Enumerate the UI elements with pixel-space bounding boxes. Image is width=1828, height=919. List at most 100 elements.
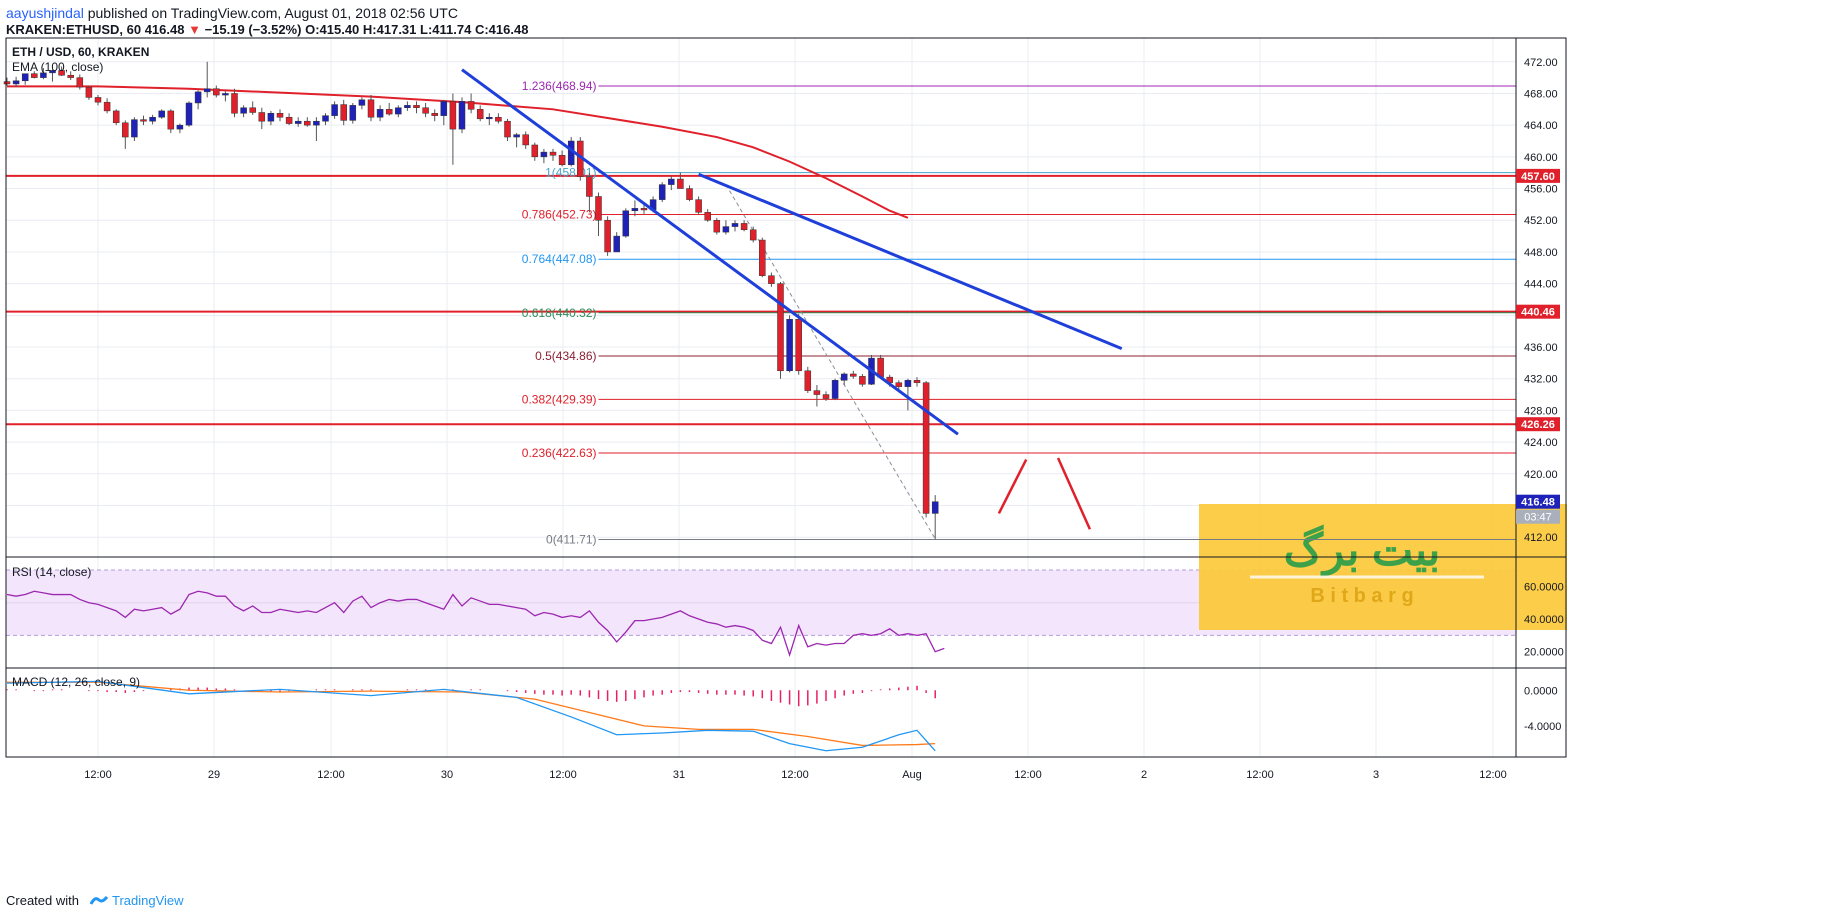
candle [40, 68, 47, 80]
candle [367, 95, 375, 122]
price-badge [1516, 417, 1560, 432]
candle-body [294, 120, 302, 124]
candle [695, 196, 702, 214]
candle [185, 101, 193, 127]
x-tick-label: 12:00 [781, 769, 809, 781]
price-badge [1516, 168, 1560, 183]
candle [422, 102, 429, 118]
candle-body [813, 390, 821, 395]
candle [740, 220, 748, 232]
candle [240, 105, 247, 118]
candle [558, 150, 566, 167]
x-tick-label: 12:00 [1014, 769, 1042, 781]
candle-body [931, 501, 939, 514]
x-tick-label: 12:00 [317, 769, 345, 781]
candle [222, 91, 229, 102]
fib-level-label: 0.786(452.73) [522, 207, 597, 221]
candle-body [94, 97, 102, 103]
candle-body [895, 382, 903, 387]
candle [531, 142, 539, 161]
candle [840, 372, 848, 386]
price-change: −15.19 (−3.52%) [204, 22, 302, 37]
candle-body [604, 219, 611, 253]
candle [749, 226, 757, 243]
candle-body [358, 99, 366, 106]
x-tick-label: 2 [1141, 769, 1147, 781]
candle-body [495, 116, 502, 122]
candle [759, 237, 766, 278]
macd-signal-line [7, 681, 936, 747]
x-tick-label: 12:00 [1479, 769, 1507, 781]
tradingview-logo-icon [89, 894, 109, 905]
candle [786, 315, 793, 373]
candle-body [904, 380, 912, 387]
candle-body [231, 93, 238, 114]
rsi-line [6, 590, 945, 658]
fib-level-label: 0.5(434.86) [535, 349, 596, 363]
candle [3, 77, 11, 86]
x-tick-label: 3 [1373, 769, 1379, 781]
candle [103, 98, 111, 114]
horizontal-levels [6, 174, 1516, 426]
candle [640, 204, 648, 214]
rsi-tick-label: 60.0000 [1524, 581, 1564, 593]
y-tick-label: 456.00 [1524, 184, 1558, 196]
candle-body [677, 178, 684, 189]
fib-level-label: 1(458.01) [545, 166, 596, 180]
candle [622, 208, 630, 238]
candle-body [331, 104, 338, 116]
author-link[interactable]: aayushjindal [6, 5, 84, 21]
candle [131, 117, 138, 142]
candle-body [112, 110, 120, 124]
candle-body [768, 275, 775, 284]
candle-body [467, 101, 475, 110]
y-tick-label: 420.00 [1524, 469, 1558, 481]
candle [668, 175, 675, 191]
trendline [698, 172, 1123, 350]
fib-level-label: 0.764(447.08) [522, 252, 597, 266]
y-tick-label: 424.00 [1524, 437, 1558, 449]
candle [76, 74, 84, 90]
candle [922, 381, 930, 518]
price-badge-label: 426.26 [1521, 419, 1555, 431]
candle-body [740, 223, 748, 231]
price-badge-label: 440.46 [1521, 307, 1555, 319]
candle-body [131, 119, 138, 138]
candle-body [850, 373, 857, 377]
candle [777, 282, 784, 379]
macd-line [6, 680, 936, 752]
candle-body [795, 319, 802, 372]
candle [285, 113, 293, 126]
candle [476, 105, 484, 122]
y-tick-label: 432.00 [1524, 374, 1558, 386]
candle-body [595, 196, 602, 221]
projection-arrow [997, 458, 1028, 514]
candles [3, 61, 939, 540]
projection-arrow [1056, 457, 1092, 530]
candle-body [640, 208, 648, 211]
candle-body [668, 178, 675, 185]
price-badge-label: 457.60 [1521, 171, 1555, 183]
candle [49, 69, 56, 82]
publish-line: aayushjindal published on TradingView.co… [6, 5, 458, 21]
x-tick-label: 29 [208, 769, 220, 781]
tradingview-brand[interactable]: TradingView [112, 893, 184, 908]
bitbarg-watermark: بیت برگ B i t b a r g [1199, 504, 1567, 630]
chart-title: ETH / USD, 60, KRAKEN [12, 45, 149, 59]
candle [677, 172, 684, 189]
candle-body [859, 376, 866, 385]
candle-body [395, 107, 402, 115]
ethusd-chart[interactable]: بیت برگ B i t b a r g 1.236(468.94) 1(458.… [0, 0, 1828, 890]
candle-body [31, 73, 38, 78]
rsi-pane: RSI (14, close) [6, 565, 945, 658]
candle-body [522, 134, 529, 146]
candle-body [167, 110, 175, 130]
created-with-label: Created with [6, 893, 79, 908]
candle-body [804, 370, 812, 391]
candle [895, 380, 903, 390]
candle [349, 102, 357, 124]
candle-body [404, 105, 411, 108]
price-badge-label: 416.48 [1521, 497, 1555, 509]
candle [304, 117, 311, 127]
candle-body [449, 101, 457, 130]
